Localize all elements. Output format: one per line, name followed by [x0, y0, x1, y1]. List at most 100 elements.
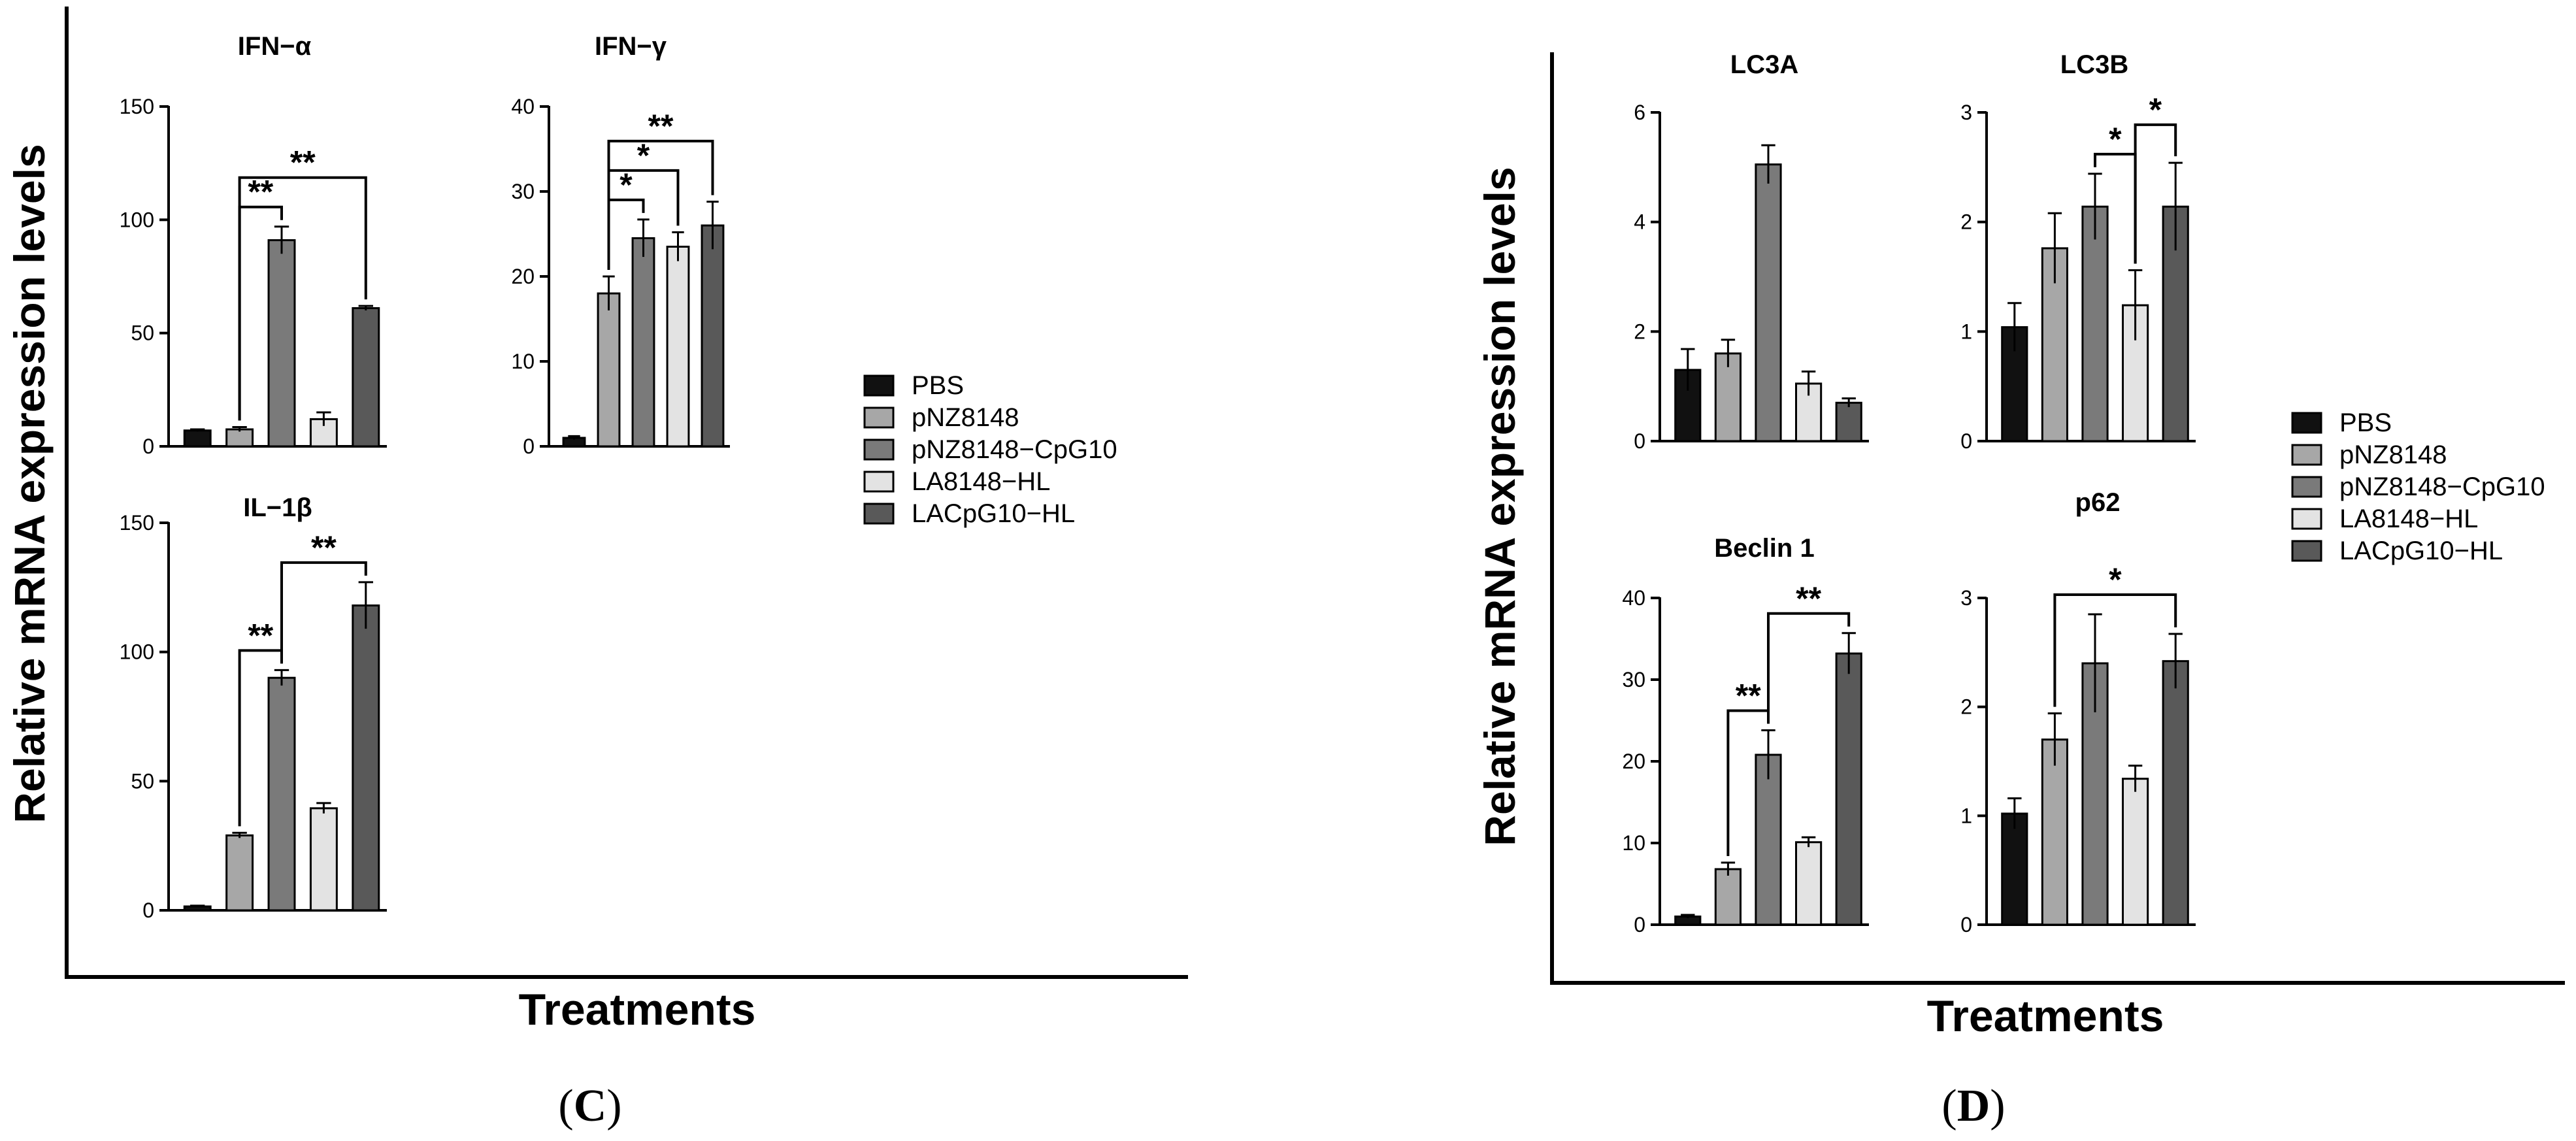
y-tick-label: 2 — [1960, 695, 1972, 719]
y-tick-label: 10 — [1622, 831, 1645, 855]
legend-d: PBS pNZ8148 pNZ8148−CpG10 LA8148−HL LACpG10−… — [2291, 408, 2545, 565]
significance-bracket — [2053, 593, 2177, 707]
bar — [1714, 868, 1742, 926]
bar — [267, 676, 296, 912]
significance-bracket — [2134, 123, 2177, 264]
subplot-title: IL−1β — [243, 493, 312, 522]
y-tick-label: 100 — [120, 208, 154, 231]
significance-label: ** — [311, 529, 337, 566]
y-tick-label: 3 — [1960, 101, 1972, 124]
significance-label: ** — [1796, 580, 1821, 617]
significance-bracket — [238, 176, 367, 421]
bar — [352, 604, 380, 912]
y-tick-label: 0 — [1960, 429, 1972, 453]
y-tick-label: 30 — [511, 180, 535, 203]
panel-c: Relative mRNA expression levels Treatmen… — [5, 7, 1188, 1131]
y-tick-label: 0 — [523, 435, 535, 458]
subplot-5: Beclin 1 0 10 20 30 40 ** ** — [1622, 534, 1869, 936]
legend-label: pNZ8148−CpG10 — [912, 435, 1117, 464]
legend-swatch — [2291, 476, 2322, 498]
y-tick-label: 4 — [1634, 210, 1645, 234]
panel-c-tag: (C) — [558, 1081, 621, 1131]
bar — [352, 307, 380, 448]
bar — [2081, 205, 2109, 442]
y-tick-label: 40 — [1622, 586, 1645, 610]
legend-swatch — [863, 503, 895, 525]
legend-label: PBS — [912, 371, 964, 400]
y-tick-label: 50 — [131, 322, 154, 345]
bar — [225, 834, 254, 912]
significance-bracket — [280, 561, 367, 664]
y-tick-label: 50 — [131, 769, 154, 793]
legend-swatch — [863, 471, 895, 493]
legend-label: PBS — [2339, 408, 2392, 437]
y-tick-label: 0 — [1960, 913, 1972, 936]
legend-label: LA8148−HL — [912, 467, 1050, 496]
bar — [631, 237, 655, 448]
y-tick-label: 0 — [142, 899, 154, 922]
y-tick-label: 30 — [1622, 668, 1645, 691]
bar — [2162, 660, 2189, 926]
subplot-4: LC3B 0 1 2 3 * * — [1960, 50, 2196, 453]
panel-d: Relative mRNA expression levels Treatmen… — [1476, 52, 2565, 1131]
subplot-title: LC3A — [1730, 50, 1798, 79]
bar — [2001, 812, 2028, 926]
legends: PBS pNZ8148 pNZ8148−CpG10 LA8148−HL LACpG10−… — [863, 371, 2545, 565]
significance-label: * — [637, 137, 650, 174]
panel-d-xlabel: Treatments — [1927, 991, 2164, 1041]
legend-swatch — [2291, 508, 2322, 530]
legend-label: LA8148−HL — [2339, 504, 2478, 533]
bar — [183, 429, 212, 448]
y-tick-label: 0 — [142, 435, 154, 458]
panel-d-ylabel: Relative mRNA expression levels — [1476, 167, 1524, 846]
bar — [597, 292, 621, 448]
significance-label: * — [2109, 121, 2122, 157]
y-tick-label: 2 — [1960, 210, 1972, 234]
bar — [666, 246, 690, 448]
legend-swatch — [2291, 444, 2322, 466]
y-tick-label: 6 — [1634, 101, 1645, 124]
significance-label: ** — [648, 108, 674, 144]
bar — [225, 428, 254, 448]
y-tick-label: 20 — [511, 265, 535, 288]
bar — [267, 239, 296, 448]
significance-label: * — [2149, 91, 2162, 128]
y-tick-label: 3 — [1960, 586, 1972, 610]
y-tick-label: 40 — [511, 95, 535, 118]
subplot-2: IL−1β 0 50 100 150 ** ** — [120, 493, 387, 922]
subplot-title: Beclin 1 — [1714, 534, 1814, 563]
y-tick-label: 2 — [1634, 320, 1645, 343]
bar — [1835, 401, 1862, 442]
y-tick-label: 0 — [1634, 429, 1645, 453]
y-tick-label: 20 — [1622, 750, 1645, 773]
legend-label: pNZ8148 — [912, 403, 1019, 432]
legend-label: pNZ8148−CpG10 — [2339, 472, 2545, 501]
subplot-3: LC3A 0 2 4 6 — [1634, 50, 1869, 453]
legend-label: LACpG10−HL — [912, 499, 1075, 528]
subplot-0: IFN−α 0 50 100 150 ** ** — [120, 32, 387, 458]
y-tick-label: 100 — [120, 640, 154, 664]
y-tick-label: 10 — [511, 350, 535, 373]
bar — [701, 224, 725, 448]
significance-bracket — [1767, 612, 1851, 724]
bar — [1755, 163, 1782, 442]
bar — [1755, 753, 1782, 926]
significance-label: ** — [290, 144, 316, 181]
subplots: IFN−α050100150****IFN−γ010203040****IL−1… — [120, 32, 2196, 936]
legend-label: pNZ8148 — [2339, 440, 2447, 469]
subplot-title: p62 — [2075, 488, 2121, 517]
legend-label: LACpG10−HL — [2339, 537, 2503, 565]
significance-label: * — [619, 167, 633, 203]
bar — [1835, 652, 1862, 926]
panel-d-tag: (D) — [1941, 1081, 2005, 1131]
legend-swatch — [2291, 412, 2322, 434]
legend-c: PBS pNZ8148 pNZ8148−CpG10 LA8148−HL LACpG10−… — [863, 371, 1117, 528]
y-tick-label: 0 — [1634, 913, 1645, 936]
legend-swatch — [863, 406, 895, 429]
subplot-title: LC3B — [2060, 50, 2128, 79]
bar — [1714, 352, 1742, 442]
significance-label: ** — [248, 174, 273, 210]
y-tick-label: 1 — [1960, 320, 1972, 343]
